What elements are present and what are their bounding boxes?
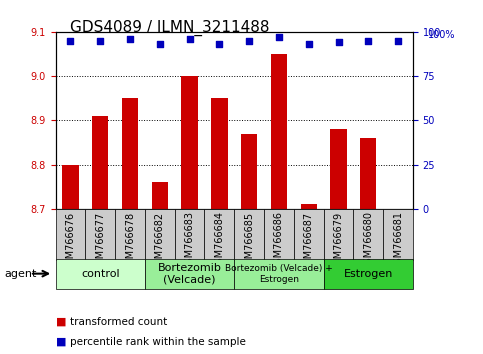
Point xyxy=(156,41,164,47)
Point xyxy=(335,40,342,45)
Text: GSM766680: GSM766680 xyxy=(363,211,373,270)
Text: GSM766685: GSM766685 xyxy=(244,211,254,270)
Text: GSM766684: GSM766684 xyxy=(214,211,225,270)
FancyBboxPatch shape xyxy=(145,259,234,289)
FancyBboxPatch shape xyxy=(294,209,324,260)
Bar xyxy=(122,98,138,209)
FancyBboxPatch shape xyxy=(234,209,264,260)
Point xyxy=(185,36,193,42)
Text: GSM766682: GSM766682 xyxy=(155,211,165,270)
Text: GSM766679: GSM766679 xyxy=(333,211,343,270)
Text: transformed count: transformed count xyxy=(70,317,167,327)
Point xyxy=(305,41,313,47)
Text: GSM766686: GSM766686 xyxy=(274,211,284,270)
Text: Estrogen: Estrogen xyxy=(343,269,393,279)
FancyBboxPatch shape xyxy=(324,259,413,289)
FancyBboxPatch shape xyxy=(324,209,354,260)
Text: GSM766676: GSM766676 xyxy=(65,211,75,270)
Text: GDS4089 / ILMN_3211488: GDS4089 / ILMN_3211488 xyxy=(70,19,270,36)
Bar xyxy=(211,98,227,209)
FancyBboxPatch shape xyxy=(56,259,145,289)
Bar xyxy=(241,134,257,209)
Text: Bortezomib (Velcade) +
Estrogen: Bortezomib (Velcade) + Estrogen xyxy=(225,264,333,284)
Bar xyxy=(360,138,376,209)
Y-axis label: 100%: 100% xyxy=(428,30,455,40)
Bar xyxy=(330,129,347,209)
Text: GSM766678: GSM766678 xyxy=(125,211,135,270)
Text: GSM766677: GSM766677 xyxy=(95,211,105,271)
Point xyxy=(275,34,283,40)
FancyBboxPatch shape xyxy=(175,209,204,260)
Text: percentile rank within the sample: percentile rank within the sample xyxy=(70,337,246,347)
Text: GSM766681: GSM766681 xyxy=(393,211,403,270)
FancyBboxPatch shape xyxy=(264,209,294,260)
FancyBboxPatch shape xyxy=(204,209,234,260)
Text: agent: agent xyxy=(5,269,37,279)
Text: GSM766683: GSM766683 xyxy=(185,211,195,270)
Point xyxy=(97,38,104,44)
Bar xyxy=(300,204,317,209)
Text: GSM766687: GSM766687 xyxy=(304,211,314,270)
Point xyxy=(126,36,134,42)
Text: control: control xyxy=(81,269,119,279)
FancyBboxPatch shape xyxy=(56,209,85,260)
Bar xyxy=(271,54,287,209)
Point xyxy=(67,38,74,44)
Text: ■: ■ xyxy=(56,317,66,327)
FancyBboxPatch shape xyxy=(383,209,413,260)
FancyBboxPatch shape xyxy=(145,209,175,260)
Bar xyxy=(62,165,79,209)
Bar xyxy=(182,76,198,209)
Bar xyxy=(92,116,108,209)
Point xyxy=(215,41,223,47)
Point xyxy=(394,38,402,44)
Point xyxy=(245,38,253,44)
Text: Bortezomib
(Velcade): Bortezomib (Velcade) xyxy=(157,263,222,285)
Bar xyxy=(152,182,168,209)
Text: ■: ■ xyxy=(56,337,66,347)
FancyBboxPatch shape xyxy=(354,209,383,260)
FancyBboxPatch shape xyxy=(85,209,115,260)
FancyBboxPatch shape xyxy=(234,259,324,289)
Point xyxy=(364,38,372,44)
FancyBboxPatch shape xyxy=(115,209,145,260)
